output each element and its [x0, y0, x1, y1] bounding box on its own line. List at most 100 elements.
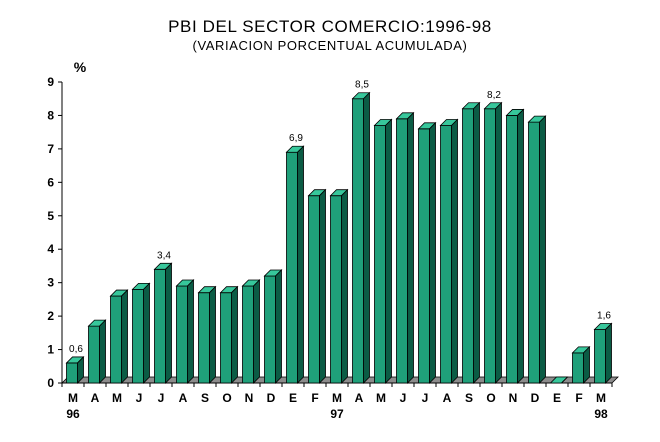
- bar-front: [264, 275, 276, 384]
- x-tick-label: A: [179, 391, 188, 405]
- bar: [549, 376, 569, 384]
- bar-front: [506, 115, 518, 384]
- x-tick-label: N: [245, 391, 254, 405]
- bar-side: [363, 91, 370, 384]
- x-tick-label: J: [158, 391, 165, 405]
- bar-side: [319, 188, 326, 384]
- bar-front: [308, 195, 320, 384]
- x-tick-label: S: [465, 391, 473, 405]
- bar-front: [418, 128, 430, 384]
- bar: [527, 115, 547, 384]
- bar: [461, 101, 481, 384]
- bar-front: [242, 285, 254, 384]
- bar-side: [209, 285, 216, 384]
- bar: [505, 108, 525, 384]
- y-tick-label: 8: [47, 108, 54, 122]
- bar: [593, 322, 613, 384]
- y-tick-label: 1: [47, 343, 54, 357]
- bar: [197, 285, 217, 384]
- x-tick-label: J: [400, 391, 407, 405]
- x-tick-label: O: [222, 391, 231, 405]
- bar-side: [99, 319, 106, 384]
- y-tick-label: 6: [47, 175, 54, 189]
- x-tick-label: E: [289, 391, 297, 405]
- bar-side: [561, 376, 568, 384]
- bar-front: [66, 362, 78, 384]
- bar: [395, 111, 415, 384]
- y-tick-label: 2: [47, 309, 54, 323]
- x-tick-label: A: [355, 391, 364, 405]
- x-tick-label: D: [267, 391, 276, 405]
- x-tick-label: M: [112, 391, 122, 405]
- bar: [483, 101, 503, 384]
- bar-side: [473, 101, 480, 384]
- data-label: 1,6: [597, 310, 611, 321]
- bar: [439, 118, 459, 384]
- data-label: 8,2: [487, 90, 501, 101]
- bar-front: [132, 288, 144, 384]
- bar-side: [275, 269, 282, 384]
- bar-side: [341, 188, 348, 384]
- bar: [417, 121, 437, 384]
- x-tick-label: M: [596, 391, 606, 405]
- y-tick-label: 9: [47, 75, 54, 89]
- y-tick-label: 5: [47, 209, 54, 223]
- bar-side: [495, 101, 502, 384]
- bar-side: [429, 121, 436, 384]
- y-tick-label: 0: [47, 376, 54, 390]
- x-tick-label: N: [509, 391, 518, 405]
- bar-side: [253, 279, 260, 384]
- bar-side: [407, 111, 414, 384]
- x-tick-label: M: [376, 391, 386, 405]
- bar: [285, 145, 305, 384]
- bar: [329, 188, 349, 384]
- bar: [109, 289, 129, 384]
- x-tick-label: F: [575, 391, 582, 405]
- bar-side: [297, 145, 304, 384]
- year-label: 98: [594, 407, 608, 421]
- x-tick-label: O: [486, 391, 495, 405]
- bar: [219, 285, 239, 384]
- bar-side: [165, 262, 172, 384]
- bar: [131, 282, 151, 384]
- bar-front: [528, 121, 540, 384]
- bar-front: [286, 151, 298, 384]
- bar-side: [231, 285, 238, 384]
- bar-side: [143, 282, 150, 384]
- bar: [87, 319, 107, 384]
- data-label: 6,9: [289, 133, 303, 144]
- y-tick-label: 7: [47, 142, 54, 156]
- x-tick-label: M: [68, 391, 78, 405]
- bar-side: [187, 279, 194, 384]
- bar: [307, 188, 327, 384]
- bar-side: [451, 118, 458, 384]
- x-tick-label: M: [332, 391, 342, 405]
- chart-title: PBI DEL SECTOR COMERCIO:1996-98: [168, 17, 492, 36]
- bar-front: [176, 285, 188, 384]
- bar-side: [77, 355, 84, 384]
- bar-front: [572, 352, 584, 384]
- x-tick-label: D: [531, 391, 540, 405]
- bar-side: [517, 108, 524, 384]
- bar-front: [220, 292, 232, 384]
- x-tick-label: J: [136, 391, 143, 405]
- bar-side: [539, 115, 546, 384]
- bar-front: [396, 118, 408, 384]
- x-tick-label: E: [553, 391, 561, 405]
- bar-front: [88, 325, 100, 384]
- bar: [351, 91, 371, 384]
- bar-front: [352, 98, 364, 384]
- chart-subtitle: (VARIACION PORCENTUAL ACUMULADA): [192, 38, 468, 53]
- bar-front: [198, 292, 210, 384]
- bar-side: [121, 289, 128, 384]
- x-tick-label: S: [201, 391, 209, 405]
- bar: [153, 262, 173, 384]
- bar-front: [110, 295, 122, 384]
- bar-side: [583, 345, 590, 384]
- x-tick-label: A: [443, 391, 452, 405]
- year-label: 96: [66, 407, 80, 421]
- bar-side: [385, 118, 392, 384]
- bar: [241, 279, 261, 384]
- bar-front: [462, 108, 474, 384]
